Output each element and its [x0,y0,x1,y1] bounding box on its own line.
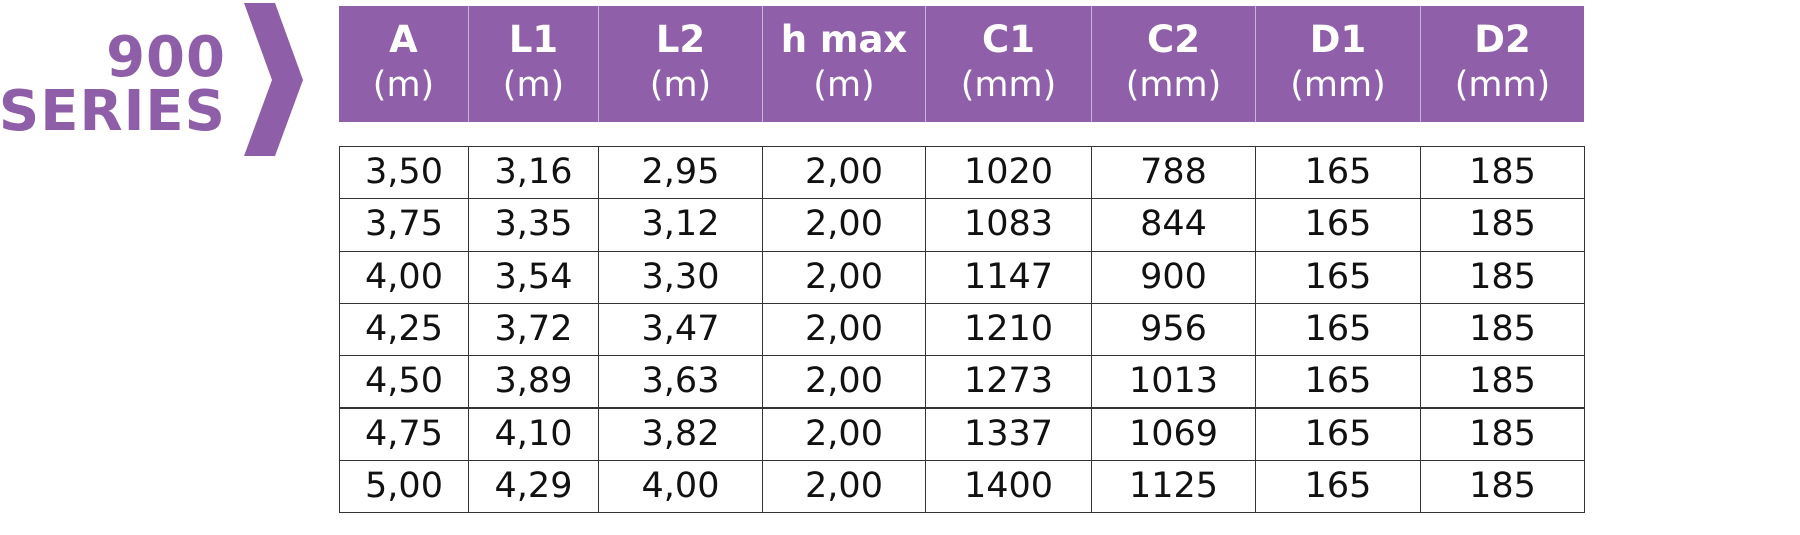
table-cell: 2,00 [762,302,926,357]
header-unit: (m) [372,65,435,105]
table-cell: 5,00 [339,459,469,514]
series-label: SERIES [0,79,226,144]
table-cell: 3,82 [598,407,763,461]
table-cell: 1210 [925,302,1092,357]
table-cell: 3,72 [468,302,599,357]
header-unit: (m) [649,65,712,105]
header-unit: (mm) [1454,65,1551,105]
header-label: D1 [1309,18,1367,61]
header-unit: (mm) [1290,65,1386,105]
table-cell: 1147 [925,250,1092,304]
table-cell: 1125 [1091,459,1256,514]
column-header: D2 (mm) [1420,6,1584,122]
table-cell: 185 [1420,250,1585,304]
header-unit: (m) [502,65,565,105]
column-header: C2 (mm) [1091,6,1255,122]
table-cell: 185 [1420,407,1585,461]
table-cell: 1013 [1091,355,1256,409]
table-cell: 2,95 [598,146,763,200]
header-unit: (mm) [960,65,1057,105]
table-cell: 165 [1255,250,1421,304]
header-label: L1 [508,18,559,61]
table-cell: 1337 [925,407,1092,461]
table-cell: 165 [1255,459,1421,514]
table-cell: 3,54 [468,250,599,304]
header-unit: (m) [813,65,875,105]
header-label: L2 [655,18,706,61]
table-cell: 3,16 [468,146,599,200]
table-cell: 1083 [925,198,1092,252]
table-cell: 2,00 [762,250,926,304]
table-cell: 4,25 [339,302,469,357]
table-cell: 3,30 [598,250,763,304]
table-cell: 3,35 [468,198,599,252]
header-label: C2 [1147,18,1200,61]
table-cell: 900 [1091,250,1256,304]
table-cell: 2,00 [762,198,926,252]
table-cell: 165 [1255,355,1421,409]
column-header: L2 (m) [598,6,762,122]
table-cell: 185 [1420,355,1585,409]
table-cell: 3,12 [598,198,763,252]
header-label: A [389,18,418,61]
header-unit: (mm) [1125,65,1222,105]
table-cell: 1273 [925,355,1092,409]
table-cell: 4,10 [468,407,599,461]
table-cell: 2,00 [762,407,926,461]
table-cell: 788 [1091,146,1256,200]
column-header: D1 (mm) [1255,6,1420,122]
table-cell: 3,47 [598,302,763,357]
table-cell: 185 [1420,146,1585,200]
table-cell: 956 [1091,302,1256,357]
table-cell: 185 [1420,459,1585,514]
table-cell: 2,00 [762,459,926,514]
table-cell: 165 [1255,302,1421,357]
series-number: 900 [106,25,226,90]
table-cell: 4,00 [339,250,469,304]
table-cell: 1069 [1091,407,1256,461]
header-label: C1 [982,18,1035,61]
column-header: L1 (m) [468,6,598,122]
table-cell: 3,89 [468,355,599,409]
table-cell: 4,29 [468,459,599,514]
table-cell: 185 [1420,302,1585,357]
table-cell: 3,50 [339,146,469,200]
table-cell: 1400 [925,459,1092,514]
column-header: h max (m) [762,6,925,122]
table-cell: 4,00 [598,459,763,514]
chevron-shape [244,3,303,156]
table-cell: 844 [1091,198,1256,252]
table-cell: 3,63 [598,355,763,409]
table-cell: 165 [1255,146,1421,200]
table-cell: 2,00 [762,146,926,200]
chevron [244,3,303,156]
column-header: C1 (mm) [925,6,1091,122]
table-cell: 165 [1255,198,1421,252]
table-cell: 1020 [925,146,1092,200]
table-cell: 2,00 [762,355,926,409]
header-label: D2 [1474,18,1531,61]
header-label: h max [780,18,908,61]
table-cell: 4,50 [339,355,469,409]
table-cell: 3,75 [339,198,469,252]
column-header: A (m) [339,6,468,122]
table-cell: 165 [1255,407,1421,461]
table-cell: 4,75 [339,407,469,461]
table-cell: 185 [1420,198,1585,252]
